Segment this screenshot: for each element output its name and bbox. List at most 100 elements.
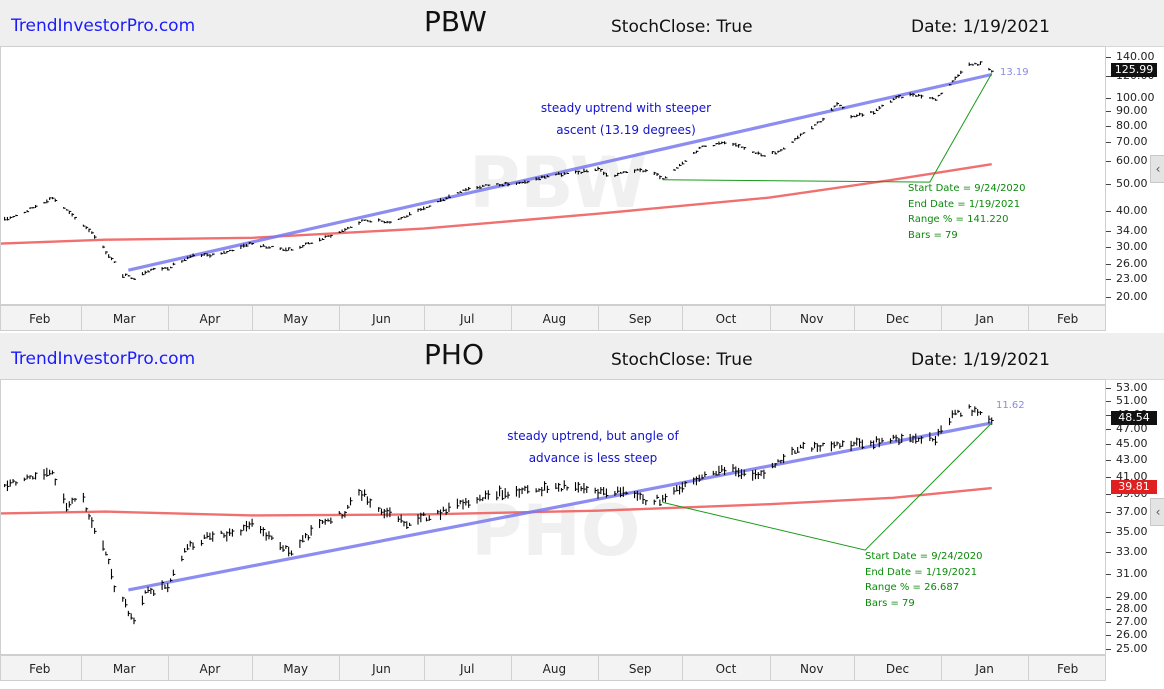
chevron-left-icon: ‹ — [1155, 505, 1161, 519]
x-tick-label: Jun — [372, 662, 391, 676]
y-tick — [1106, 512, 1111, 514]
stoch-setting: StochClose: True — [611, 350, 753, 370]
x-tick-label: Jun — [372, 312, 391, 326]
x-tick-label: Apr — [199, 662, 221, 676]
x-tick-label: Aug — [542, 662, 567, 676]
y-tick — [1106, 414, 1111, 416]
x-tick-label: Nov — [800, 312, 824, 326]
y-tick — [1106, 161, 1111, 163]
y-tick-label: 31.00 — [1116, 566, 1148, 580]
x-tick-label: Oct — [715, 312, 737, 326]
y-tick-label: 47.00 — [1116, 422, 1148, 436]
x-month-divider — [853, 656, 855, 680]
x-month-divider — [510, 306, 512, 330]
y-tick — [1106, 56, 1111, 58]
range-stats: Start Date = 9/24/2020 End Date = 1/19/2… — [908, 181, 1026, 243]
y-tick — [1106, 142, 1111, 144]
x-month-divider — [252, 306, 254, 330]
stat-range-pct: Range % = 26.687 — [865, 582, 960, 593]
y-tick — [1106, 429, 1111, 431]
price-plot-area[interactable]: PHO steady uptrend, but angle of advance… — [0, 379, 1106, 655]
y-tick-label: 60.00 — [1116, 154, 1148, 168]
ma-price-tag: 39.81 — [1111, 480, 1157, 495]
x-month-divider — [1028, 306, 1030, 330]
x-axis[interactable]: Feb Mar Apr May Jun Jul Aug Sep Oct Nov Dec Jan Feb — [0, 655, 1106, 681]
chart-date: Date: 1/19/2021 — [911, 350, 1050, 370]
annotation-line: advance is less steep — [528, 451, 658, 465]
y-tick-label: 70.00 — [1116, 135, 1148, 149]
x-month-divider — [597, 656, 599, 680]
stat-start-date: Start Date = 9/24/2020 — [865, 551, 983, 562]
stoch-setting: StochClose: True — [611, 17, 753, 37]
y-tick-label: 43.00 — [1116, 453, 1148, 467]
y-tick — [1106, 183, 1111, 185]
y-tick — [1106, 573, 1111, 575]
y-tick-label: 33.00 — [1116, 545, 1148, 559]
x-tick-label: Jul — [459, 662, 475, 676]
trend-annotation: steady uptrend, but angle of advance is … — [498, 425, 688, 469]
site-name[interactable]: TrendInvestorPro.com — [11, 16, 196, 36]
x-tick-label: Sep — [628, 312, 652, 326]
price-chart-svg — [1, 404, 994, 625]
y-tick-label: 140.00 — [1116, 49, 1155, 63]
x-tick-label: Mar — [112, 312, 136, 326]
y-tick — [1106, 531, 1111, 533]
range-measure-line — [662, 422, 993, 551]
y-tick-label: 30.00 — [1116, 239, 1148, 253]
x-tick-label: May — [283, 312, 309, 326]
range-measure-line — [662, 73, 993, 183]
x-month-divider — [423, 656, 425, 680]
x-month-divider — [853, 306, 855, 330]
y-tick — [1106, 622, 1111, 624]
y-axis[interactable]: 53.0051.0049.0047.0045.0043.0041.0039.00… — [1106, 379, 1164, 655]
ma200-line — [1, 486, 992, 517]
site-name[interactable]: TrendInvestorPro.com — [11, 349, 196, 369]
x-month-divider — [167, 656, 169, 680]
y-tick-label: 26.00 — [1116, 257, 1148, 271]
y-tick-label: 50.00 — [1116, 176, 1148, 190]
watermark: PHO — [471, 490, 641, 572]
y-tick-label: 26.00 — [1116, 628, 1148, 642]
x-tick-label: Jul — [459, 312, 475, 326]
x-axis[interactable]: Feb Mar Apr May Jun Jul Aug Sep Oct Nov Dec Jan Feb — [0, 305, 1106, 331]
annotation-line: steady uptrend with steeper — [540, 101, 712, 115]
x-tick-label: Feb — [1057, 662, 1079, 676]
y-tick-label: 100.00 — [1116, 91, 1155, 105]
expand-panel-button[interactable]: ‹ — [1150, 155, 1164, 183]
y-tick — [1106, 264, 1111, 266]
trend-line — [128, 72, 993, 272]
x-tick-label: Feb — [29, 662, 51, 676]
x-tick-label: Sep — [628, 662, 652, 676]
x-tick-label: Mar — [112, 662, 136, 676]
stat-bars: Bars = 79 — [865, 597, 915, 609]
x-tick-label: Apr — [199, 312, 221, 326]
x-month-divider — [80, 306, 82, 330]
pho-chart-panel: TrendInvestorPro.com PHO StochClose: Tru… — [0, 333, 1164, 689]
stat-bars: Bars = 79 — [908, 229, 958, 241]
x-month-divider — [510, 656, 512, 680]
y-tick-label: 37.00 — [1116, 505, 1148, 519]
y-tick — [1106, 400, 1111, 402]
price-plot-area[interactable]: PBW steady uptrend with steeper ascent (… — [0, 46, 1106, 305]
y-tick — [1106, 444, 1111, 446]
stat-end-date: End Date = 1/19/2021 — [865, 566, 978, 578]
ma200-line — [1, 163, 992, 245]
y-tick — [1106, 111, 1111, 113]
y-tick — [1106, 609, 1111, 611]
trend-angle-label: 13.19 — [1000, 67, 1029, 78]
y-tick-label: 25.00 — [1116, 641, 1148, 655]
x-month-divider — [1028, 656, 1030, 680]
expand-panel-button[interactable]: ‹ — [1150, 498, 1164, 526]
chevron-left-icon: ‹ — [1155, 162, 1161, 176]
y-tick — [1106, 476, 1111, 478]
x-tick-label: Oct — [715, 662, 737, 676]
trend-line — [128, 421, 993, 592]
x-tick-label: Feb — [29, 312, 51, 326]
y-tick — [1106, 125, 1111, 127]
price-bars — [4, 404, 994, 625]
x-tick-label: May — [283, 662, 309, 676]
x-month-divider — [423, 306, 425, 330]
y-tick-label: 28.00 — [1116, 602, 1148, 616]
x-month-divider — [941, 656, 943, 680]
y-tick — [1106, 211, 1111, 213]
